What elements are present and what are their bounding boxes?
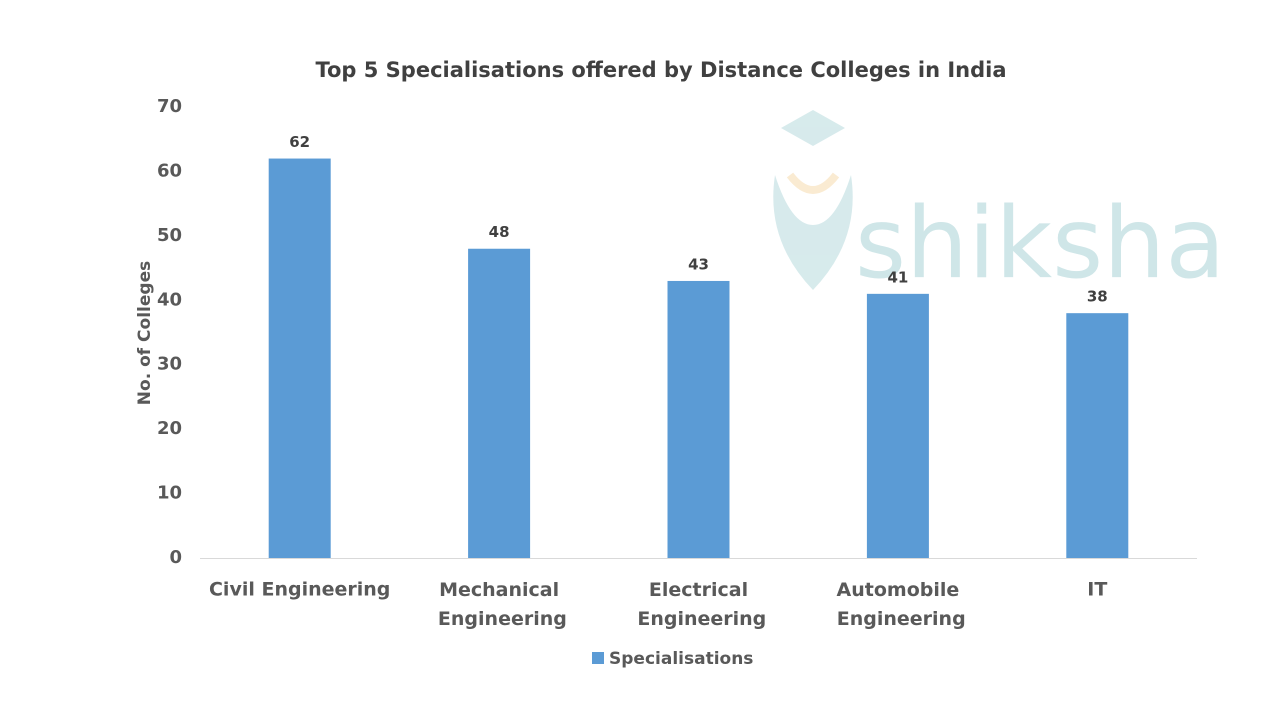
y-tick-label: 40 [157,289,182,310]
data-label: 38 [1087,288,1108,306]
y-axis-label: No. of Colleges [135,261,155,405]
y-tick-label: 10 [157,483,182,504]
y-tick-label: 50 [157,225,182,246]
bar [866,293,929,558]
data-label: 62 [289,133,310,151]
y-tick-label: 70 [157,96,182,117]
y-tick-label: 20 [157,418,182,439]
data-label: 48 [489,223,510,241]
bar [268,158,331,559]
bar [468,248,531,558]
x-tick-label: Electrical Engineering [631,579,767,630]
legend-swatch [592,652,604,664]
x-tick-label: Mechanical Engineering [431,579,567,630]
y-tick-label: 60 [157,160,182,181]
x-tick-label: Civil Engineering [209,579,390,601]
watermark-logo [773,110,853,290]
chart-title: Top 5 Specialisations offered by Distanc… [315,58,1006,82]
legend-label: Specialisations [609,649,753,669]
y-tick-label: 0 [169,547,182,568]
x-tick-label: Automobile Engineering [830,579,966,630]
y-tick-label: 30 [157,354,182,375]
data-label: 41 [887,268,908,286]
bar [667,280,730,558]
data-label: 43 [688,255,709,273]
watermark-text: shiksha [855,187,1225,301]
bar [1066,313,1129,558]
x-tick-label: IT [1087,579,1107,601]
